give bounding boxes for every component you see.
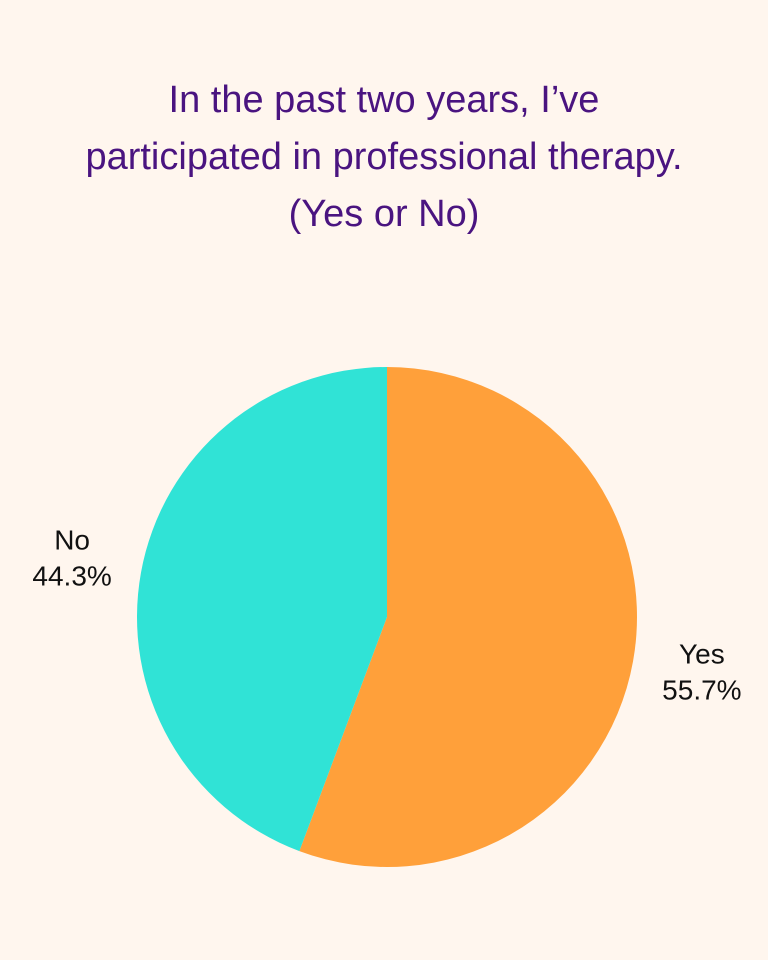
pie-slice	[137, 367, 387, 852]
slice-value-label: 44.3%	[32, 560, 111, 591]
chart-title: In the past two years, I’ve participated…	[85, 79, 683, 235]
slice-value-label: 55.7%	[662, 674, 741, 705]
slice-label: No	[54, 524, 90, 555]
slice-label: Yes	[679, 638, 725, 669]
pie-slice	[299, 367, 637, 867]
